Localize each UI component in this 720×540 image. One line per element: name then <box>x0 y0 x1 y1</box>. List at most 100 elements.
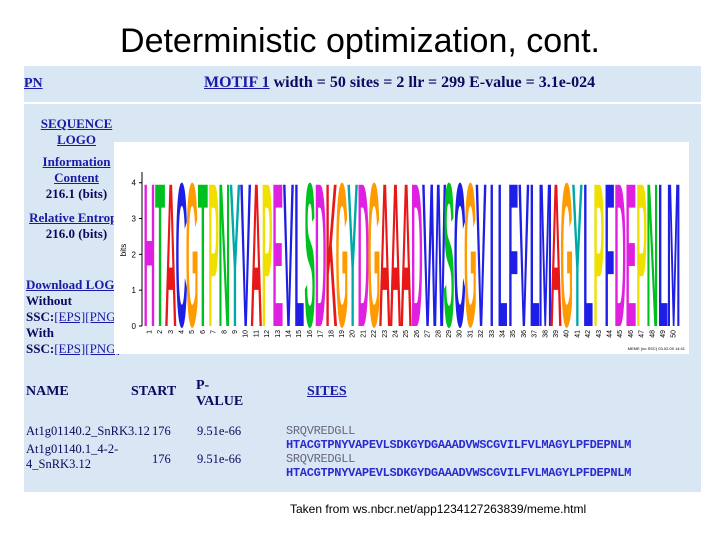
logo-letter: A <box>379 142 391 354</box>
position-label: 31 <box>467 330 474 338</box>
logo-letter: L <box>294 142 304 354</box>
position-label: 24 <box>392 330 399 338</box>
logo-letter: T <box>155 142 165 354</box>
logo-letter: I <box>489 142 494 354</box>
position-label: 6 <box>200 330 207 334</box>
position-label: 35 <box>510 330 517 338</box>
sequence-logo-line1: SEQUENCE <box>40 116 113 131</box>
slide-title: Deterministic optimization, cont. <box>120 22 600 60</box>
relative-entropy-link[interactable]: Relative Entropy <box>29 210 124 225</box>
position-label: 46 <box>628 330 635 338</box>
logo-letter: K <box>325 142 337 354</box>
row2-start: 176 <box>152 452 171 466</box>
logo-letter: A <box>390 142 402 354</box>
position-label: 30 <box>457 330 464 338</box>
position-label: 48 <box>649 330 656 338</box>
row2-name-line2: 4_SnRK3.12 <box>26 457 91 471</box>
position-label: 10 <box>243 330 250 338</box>
download-logo-block: Download LOGO Without SSC:[EPS][PNG] Wit… <box>26 277 125 357</box>
position-label: 23 <box>382 330 389 338</box>
logo-letter: A <box>550 142 562 354</box>
position-label: 19 <box>339 330 346 338</box>
position-label: 22 <box>371 330 378 338</box>
position-label: 33 <box>489 330 496 338</box>
position-label: 50 <box>671 330 678 338</box>
logo-letter: D <box>315 142 327 354</box>
eps-png-link-with[interactable]: [EPS][PNG] <box>54 341 120 356</box>
sequence-logo-panel: 0 1 2 3 4 bits H 1 T 2 A 3 C 4 G 5 T 6 P 7 N 8 Y 9 V 10 A 11 P 12 E 13 V… <box>114 140 689 370</box>
logo-letter: H <box>143 142 155 354</box>
logo-letter: F <box>604 142 614 354</box>
position-label: 20 <box>350 330 357 338</box>
row1-name: At1g01140.2_SnRK3.12 <box>26 424 150 438</box>
logo-letter: G <box>336 142 349 354</box>
logo-letter: A <box>165 142 177 354</box>
logo-letter: W <box>430 142 446 354</box>
information-content-link[interactable]: Information Content <box>24 154 129 186</box>
position-label: 5 <box>189 330 196 334</box>
source-caption: Taken from ws.nbcr.net/app1234127263839/… <box>290 502 587 516</box>
relative-entropy-value: 216.0 (bits) <box>45 226 108 241</box>
position-label: 32 <box>478 330 485 338</box>
sidebar: SEQUENCE LOGO Information Content 216.1 … <box>24 116 129 242</box>
corner-link[interactable]: PN <box>24 76 43 91</box>
motif-header: MOTIF 1 width = 50 sites = 2 llr = 299 E… <box>204 74 595 92</box>
position-label: 16 <box>307 330 314 338</box>
logo-letter: V <box>240 142 251 354</box>
row2-sequence: SRQVREDGLL HTACGTPNYVAPEVLSDKGYDGAAADVWS… <box>286 452 701 480</box>
pvalue-header-line2: VALUE <box>196 394 244 409</box>
logo-letter: G <box>464 142 477 354</box>
position-label: 7 <box>211 330 218 334</box>
meme-screenshot: PN MOTIF 1 width = 50 sites = 2 llr = 29… <box>24 66 701 492</box>
position-label: 41 <box>574 330 581 338</box>
logo-letter: D <box>357 142 369 354</box>
logo-letter: S <box>304 142 315 354</box>
logo-letter: G <box>560 142 573 354</box>
row1-left-flank: SRQVREDGLL <box>286 424 356 438</box>
logo-letter: A <box>400 142 412 354</box>
logo-letter: V <box>422 142 433 354</box>
motif-link[interactable]: MOTIF 1 <box>204 74 270 91</box>
sequence-logo-link[interactable]: SEQUENCE LOGO <box>24 116 129 148</box>
position-label: 47 <box>639 330 646 338</box>
row1-pvalue: 9.51e-66 <box>197 424 242 438</box>
logo-letter: P <box>262 142 273 354</box>
logo-letter: M <box>538 142 552 354</box>
logo-letter: P <box>636 142 647 354</box>
y-tick-label: 4 <box>132 179 137 188</box>
download-logo-link[interactable]: Download LOGO <box>26 277 125 292</box>
pvalue-column-header: P- VALUE <box>196 378 243 410</box>
logo-letter: V <box>518 142 529 354</box>
motif-stats: width = 50 sites = 2 llr = 299 E-value =… <box>273 74 596 91</box>
position-label: 15 <box>296 330 303 338</box>
sites-column-header[interactable]: SITES <box>307 384 347 399</box>
logo-letter: Y <box>229 142 240 354</box>
row2-site: HTACGTPNYVAPEVLSDKGYDGAAADVWSCGVILFVLMAG… <box>286 466 632 480</box>
logo-letter: L <box>530 142 540 354</box>
position-label: 49 <box>660 330 667 338</box>
logo-letter: D <box>614 142 626 354</box>
logo-letter: G <box>368 142 381 354</box>
ssc-label-1: SSC: <box>26 309 55 324</box>
logo-letter: S <box>443 142 454 354</box>
row1-site: HTACGTPNYVAPEVLSDKGYDGAAADVWSCGVILFVLMAG… <box>286 438 632 452</box>
row2-name: At1g01140.1_4-2- 4_SnRK3.12 <box>26 442 118 472</box>
position-label: 25 <box>403 330 410 338</box>
position-label: 45 <box>617 330 624 338</box>
position-label: 26 <box>414 330 421 338</box>
with-label: With <box>26 325 54 340</box>
logo-letter: D <box>411 142 423 354</box>
logo-letter: Y <box>347 142 358 354</box>
position-label: 44 <box>606 330 613 338</box>
position-label: 3 <box>168 330 175 334</box>
position-label: 37 <box>532 330 539 338</box>
eps-png-link-without[interactable]: [EPS][PNG] <box>54 309 120 324</box>
position-label: 12 <box>264 330 271 338</box>
position-label: 38 <box>542 330 549 338</box>
position-label: 28 <box>435 330 442 338</box>
logo-letter: L <box>583 142 593 354</box>
logo-letter: T <box>198 142 208 354</box>
position-label: 21 <box>360 330 367 338</box>
row1-sequence: SRQVREDGLL HTACGTPNYVAPEVLSDKGYDGAAADVWS… <box>286 424 701 452</box>
position-label: 36 <box>521 330 528 338</box>
